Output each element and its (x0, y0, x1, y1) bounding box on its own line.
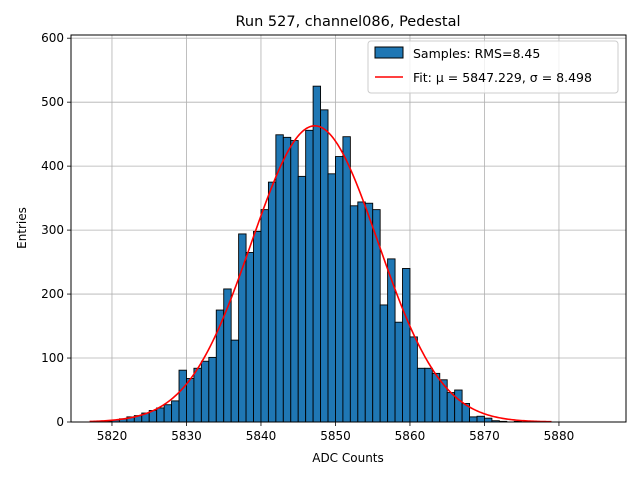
histogram-bar (342, 136, 351, 423)
legend-box (367, 40, 619, 94)
histogram-bar (305, 129, 314, 423)
x-tick-label: 5840 (246, 429, 277, 443)
histogram-bar (178, 369, 187, 423)
histogram-bar (335, 156, 344, 423)
histogram-bar (409, 336, 418, 423)
legend-bars-label: Samples: RMS=8.45 (413, 46, 540, 61)
histogram-bar (312, 85, 322, 423)
y-tick-label: 400 (41, 159, 64, 173)
histogram-bar (163, 404, 173, 423)
histogram-bar (424, 367, 433, 423)
histogram-bar (484, 417, 493, 423)
x-tick-label: 5850 (320, 429, 351, 443)
x-axis-ticks: 5820 5830 5840 5850 5860 5870 5880 (97, 422, 575, 443)
histogram-bars (104, 85, 523, 423)
histogram-bar (387, 258, 396, 423)
plot-frame (70, 34, 627, 423)
y-tick-label: 0 (56, 415, 64, 429)
histogram-bar (454, 389, 463, 423)
legend-bars-swatch (374, 46, 404, 59)
histogram-bar (402, 268, 411, 423)
histogram-bar (431, 372, 441, 423)
histogram-bar (372, 209, 381, 423)
histogram-bar (364, 202, 374, 423)
histogram-bar (439, 379, 448, 423)
histogram-bar (282, 136, 292, 423)
histogram-bar (394, 321, 403, 423)
histogram-bar (320, 109, 329, 423)
histogram-bar (290, 140, 299, 423)
histogram-bar (260, 209, 269, 423)
x-tick-label: 5870 (469, 429, 500, 443)
histogram-bar (253, 230, 262, 423)
y-tick-label: 500 (41, 95, 64, 109)
histogram-bar (416, 367, 426, 423)
histogram-bar (171, 400, 180, 423)
histogram-bar (476, 415, 485, 423)
histogram-bar (275, 134, 284, 423)
histogram-bar (446, 392, 456, 423)
histogram-bar (200, 360, 210, 423)
histogram-bar (193, 367, 202, 423)
histogram-bar (245, 252, 254, 423)
x-tick-label: 5820 (97, 429, 128, 443)
histogram-bar (349, 205, 359, 423)
histogram-bar (327, 173, 336, 423)
y-tick-label: 100 (41, 351, 64, 365)
y-tick-label: 300 (41, 223, 64, 237)
x-tick-label: 5880 (544, 429, 575, 443)
y-tick-label: 600 (41, 31, 64, 45)
legend-fit-label: Fit: μ = 5847.229, σ = 8.498 (413, 70, 592, 85)
histogram-bar (297, 175, 307, 423)
histogram-bar (379, 304, 389, 423)
chart-title: Run 527, channel086, Pedestal (235, 14, 460, 30)
y-axis-ticks: 0 100 200 300 400 500 600 (41, 31, 71, 429)
x-axis-label: ADC Counts (312, 451, 384, 465)
x-tick-label: 5860 (395, 429, 426, 443)
histogram-bar (357, 201, 366, 423)
y-tick-label: 200 (41, 287, 64, 301)
histogram-bar (208, 356, 217, 423)
histogram-bar (469, 416, 478, 423)
histogram-bar (156, 407, 165, 423)
legend: Samples: RMS=8.45 Fit: μ = 5847.229, σ =… (367, 40, 619, 94)
x-tick-label: 5830 (171, 429, 202, 443)
histogram-bar (267, 181, 277, 423)
y-axis-label: Entries (15, 207, 29, 249)
histogram-bar (186, 378, 195, 423)
fit-curve (89, 125, 552, 423)
histogram-bar (230, 339, 240, 423)
